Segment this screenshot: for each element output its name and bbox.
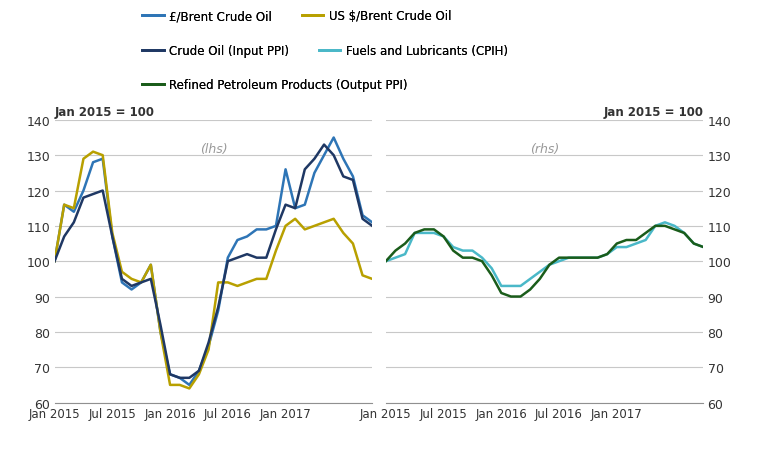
Legend: £/Brent Crude Oil, US $/Brent Crude Oil: £/Brent Crude Oil, US $/Brent Crude Oil	[143, 10, 452, 23]
Text: Jan 2015 = 100: Jan 2015 = 100	[55, 105, 155, 118]
Legend: Refined Petroleum Products (Output PPI): Refined Petroleum Products (Output PPI)	[143, 79, 408, 91]
Text: (rhs): (rhs)	[530, 143, 559, 156]
Text: Jan 2015 = 100: Jan 2015 = 100	[603, 105, 703, 118]
Text: (lhs): (lhs)	[199, 143, 227, 156]
Legend: Crude Oil (Input PPI), Fuels and Lubricants (CPIH): Crude Oil (Input PPI), Fuels and Lubrica…	[143, 45, 508, 57]
